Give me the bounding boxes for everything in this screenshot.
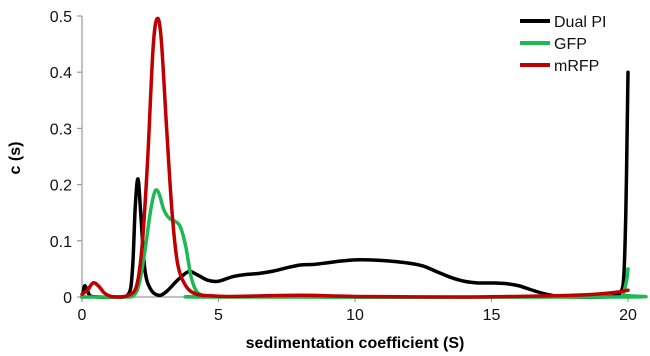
y-axis-title: c (s) bbox=[7, 142, 24, 175]
x-tick-label: 15 bbox=[483, 307, 501, 324]
series-line-gfp bbox=[80, 188, 648, 300]
x-axis-title: sedimentation coefficient (S) bbox=[246, 335, 465, 352]
x-tick-label: 20 bbox=[619, 307, 637, 324]
y-tick-label: 0.4 bbox=[50, 65, 72, 82]
legend-label-mrfp: mRFP bbox=[554, 58, 599, 75]
legend: Dual PI GFP mRFP bbox=[520, 14, 606, 75]
legend-label-dual-pi: Dual PI bbox=[554, 14, 606, 31]
legend-label-gfp: GFP bbox=[554, 36, 587, 53]
y-tick-label: 0 bbox=[63, 290, 72, 307]
x-tick-label: 5 bbox=[214, 307, 223, 324]
x-tick-label: 10 bbox=[346, 307, 364, 324]
y-tick-label: 0.5 bbox=[50, 9, 72, 26]
y-tick-label: 0.1 bbox=[50, 234, 72, 251]
y-tick-label: 0.3 bbox=[50, 121, 72, 138]
series-line-mrfp bbox=[80, 16, 630, 299]
y-tick-label: 0.2 bbox=[50, 178, 72, 195]
series-lines bbox=[80, 16, 648, 300]
x-tick-label: 0 bbox=[78, 307, 87, 324]
x-ticks: 0 5 10 15 20 bbox=[78, 297, 637, 324]
y-ticks: 0 0.1 0.2 0.3 0.4 0.5 bbox=[50, 9, 82, 307]
